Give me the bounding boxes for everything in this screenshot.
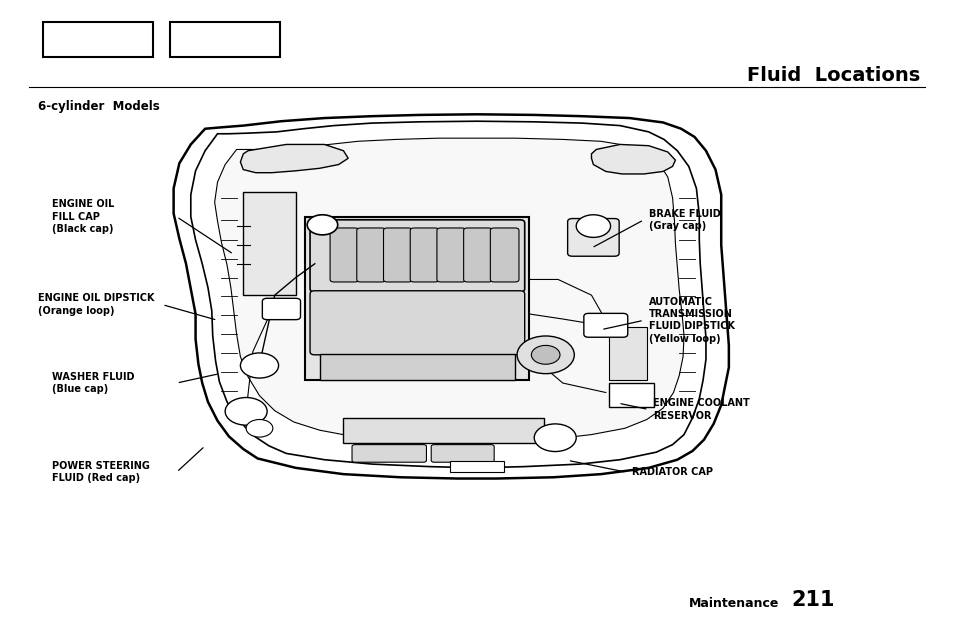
FancyBboxPatch shape — [352, 445, 426, 462]
Text: 211: 211 — [791, 590, 835, 610]
Bar — [450, 461, 503, 472]
FancyBboxPatch shape — [463, 228, 492, 282]
Text: RADIATOR CAP: RADIATOR CAP — [631, 467, 712, 477]
FancyBboxPatch shape — [330, 228, 358, 282]
Bar — [343, 418, 543, 443]
Circle shape — [534, 424, 576, 452]
Text: POWER STEERING
FLUID (Red cap): POWER STEERING FLUID (Red cap) — [52, 461, 151, 484]
FancyBboxPatch shape — [436, 228, 465, 282]
FancyBboxPatch shape — [608, 327, 646, 380]
Text: ENGINE OIL DIPSTICK
(Orange loop): ENGINE OIL DIPSTICK (Orange loop) — [38, 293, 154, 316]
Text: ENGINE OIL
FILL CAP
(Black cap): ENGINE OIL FILL CAP (Black cap) — [52, 199, 114, 234]
Text: Fluid  Locations: Fluid Locations — [746, 66, 920, 85]
Circle shape — [517, 336, 574, 374]
Circle shape — [576, 215, 610, 237]
Bar — [608, 383, 654, 407]
FancyBboxPatch shape — [310, 220, 524, 292]
Text: WASHER FLUID
(Blue cap): WASHER FLUID (Blue cap) — [52, 372, 134, 394]
Circle shape — [225, 398, 267, 425]
FancyBboxPatch shape — [410, 228, 438, 282]
FancyBboxPatch shape — [383, 228, 412, 282]
FancyBboxPatch shape — [431, 445, 494, 462]
Text: Maintenance: Maintenance — [688, 597, 779, 610]
Circle shape — [531, 345, 559, 364]
Text: AUTOMATIC
TRANSMISSION
FLUID DIPSTICK
(Yellow loop): AUTOMATIC TRANSMISSION FLUID DIPSTICK (Y… — [648, 296, 734, 344]
FancyBboxPatch shape — [305, 217, 529, 380]
Circle shape — [240, 353, 278, 378]
Polygon shape — [173, 114, 728, 479]
Bar — [43, 22, 152, 57]
FancyBboxPatch shape — [262, 298, 300, 320]
Bar — [319, 354, 515, 380]
Circle shape — [307, 215, 337, 235]
FancyBboxPatch shape — [583, 313, 627, 337]
Bar — [170, 22, 279, 57]
FancyBboxPatch shape — [567, 219, 618, 256]
FancyBboxPatch shape — [490, 228, 518, 282]
Polygon shape — [591, 144, 675, 174]
FancyBboxPatch shape — [310, 291, 524, 355]
Text: 6-cylinder  Models: 6-cylinder Models — [38, 100, 160, 114]
FancyBboxPatch shape — [243, 192, 295, 295]
Circle shape — [246, 420, 273, 437]
Polygon shape — [191, 121, 705, 468]
Text: BRAKE FLUID
(Gray cap): BRAKE FLUID (Gray cap) — [648, 208, 720, 231]
Text: ENGINE COOLANT
RESERVOR: ENGINE COOLANT RESERVOR — [653, 398, 749, 421]
FancyBboxPatch shape — [356, 228, 385, 282]
Polygon shape — [214, 138, 683, 442]
Polygon shape — [240, 144, 348, 173]
